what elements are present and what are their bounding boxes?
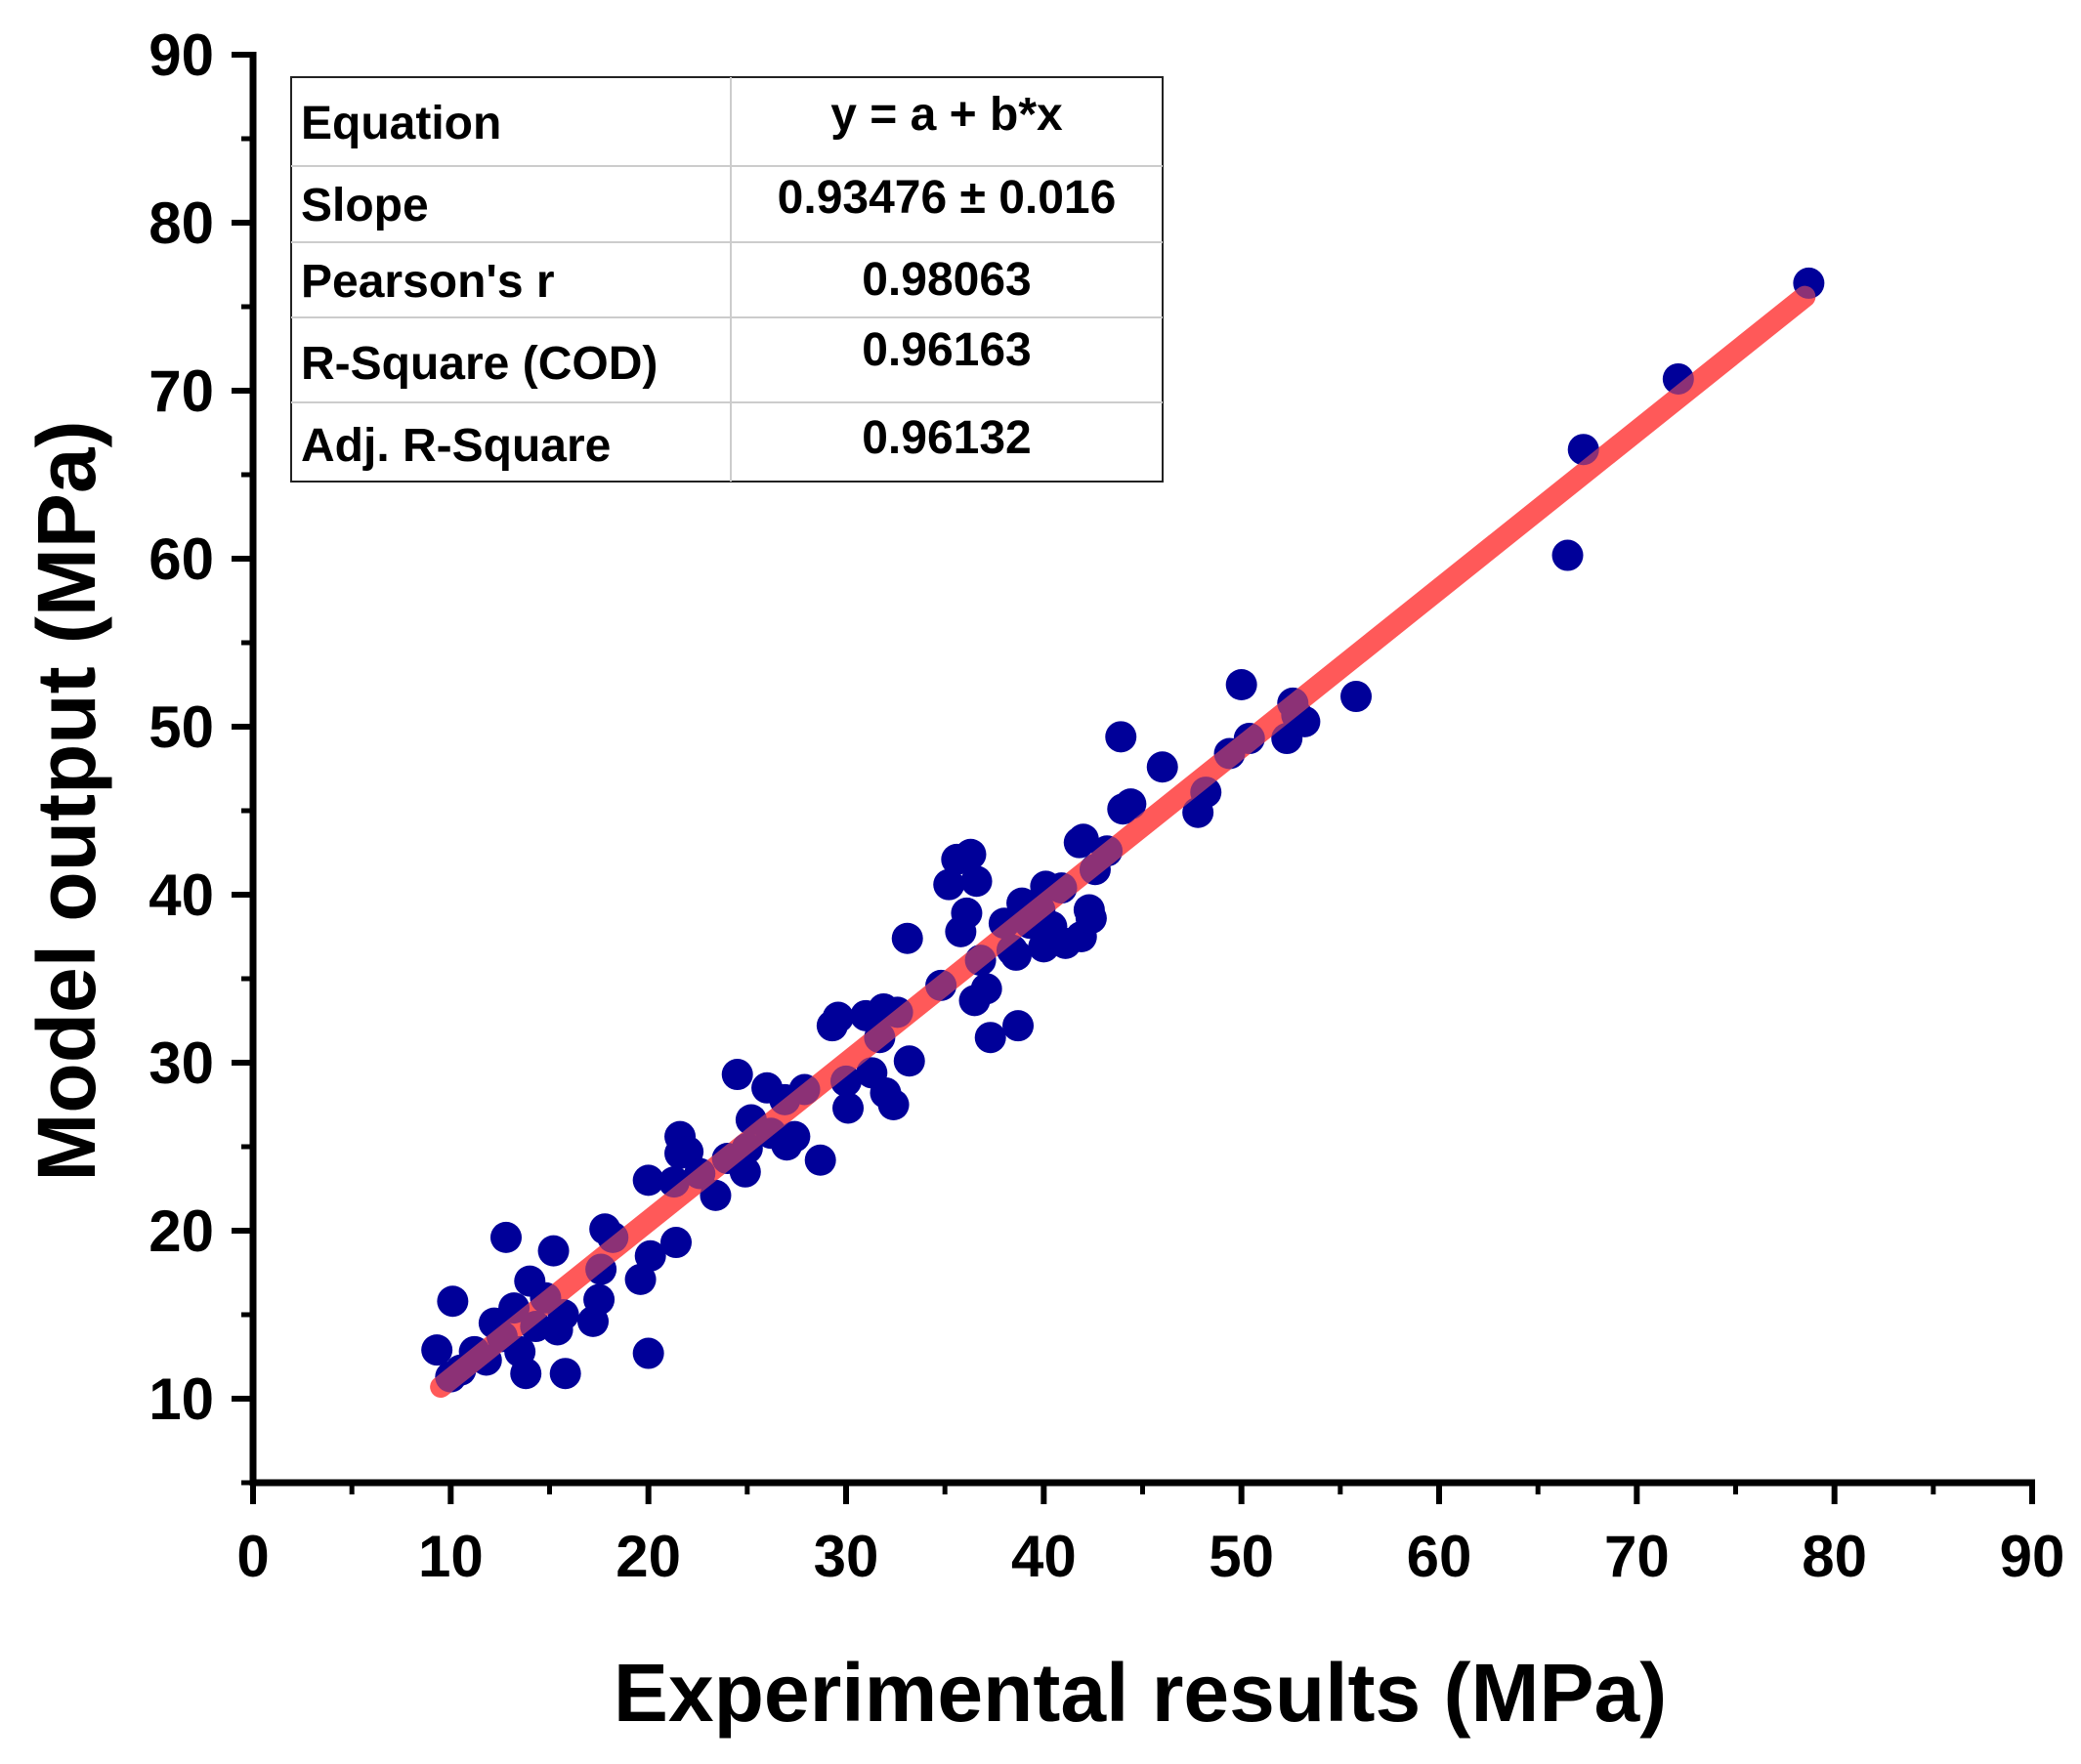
x-tick-label: 70	[1604, 1524, 1670, 1589]
data-point	[510, 1358, 542, 1390]
stats-value-slope: 0.93476 ± 0.016	[778, 172, 1117, 224]
data-point	[974, 1022, 1006, 1054]
data-point	[489, 1221, 522, 1253]
data-point	[1105, 721, 1137, 753]
x-tick-label: 20	[616, 1524, 681, 1589]
data-point	[960, 865, 993, 898]
data-point	[1115, 788, 1147, 820]
data-points	[421, 267, 1825, 1398]
y-tick-label: 60	[149, 526, 214, 592]
data-point	[1340, 681, 1373, 713]
stats-value-pearson: 0.98063	[862, 254, 1032, 306]
y-tick-label: 20	[149, 1198, 214, 1264]
stats-table: Equation y = a + b*x Slope 0.93476 ± 0.0…	[290, 76, 1164, 483]
data-point	[583, 1283, 616, 1316]
x-tick-label: 90	[2000, 1524, 2065, 1589]
data-point	[632, 1337, 664, 1369]
stats-label-pearson: Pearson's r	[301, 256, 555, 308]
data-point	[877, 1089, 910, 1120]
stats-value-equation: y = a + b*x	[830, 89, 1063, 141]
stats-value-r-square: 0.96163	[862, 324, 1032, 376]
x-tick-label: 0	[236, 1524, 269, 1589]
data-point	[421, 1334, 453, 1366]
stats-label-r-square: R-Square (COD)	[301, 338, 658, 390]
y-tick-label: 80	[149, 190, 214, 256]
y-tick-label: 10	[149, 1366, 214, 1432]
data-point	[1000, 939, 1033, 971]
y-tick-label: 90	[149, 22, 214, 88]
stats-table-border	[290, 76, 1164, 483]
x-tick-label: 10	[418, 1524, 484, 1589]
data-point	[632, 1164, 664, 1197]
x-tick-label: 60	[1407, 1524, 1472, 1589]
x-axis-title: Experimental results (MPa)	[614, 1647, 1667, 1739]
data-point	[1146, 751, 1178, 783]
x-tick-label: 40	[1011, 1524, 1077, 1589]
y-axis-title: Model output (MPa)	[21, 420, 112, 1181]
data-point	[700, 1179, 732, 1211]
data-point	[933, 868, 965, 901]
data-point	[659, 1227, 692, 1259]
data-point	[549, 1358, 581, 1390]
stats-label-slope: Slope	[301, 180, 429, 231]
data-point	[624, 1263, 657, 1295]
data-point	[537, 1235, 570, 1267]
y-tick-label: 30	[149, 1030, 214, 1096]
data-point	[804, 1144, 836, 1176]
y-tick-label: 40	[149, 862, 214, 928]
y-tick-label: 70	[149, 358, 214, 424]
data-point	[634, 1239, 666, 1272]
x-tick-label: 50	[1209, 1524, 1274, 1589]
fit-line-overlay	[430, 285, 1816, 1398]
data-point	[893, 1045, 925, 1077]
data-point	[729, 1155, 761, 1188]
data-point	[437, 1285, 469, 1318]
data-point	[1002, 1010, 1035, 1042]
stats-label-equation: Equation	[301, 98, 501, 149]
data-point	[832, 1092, 865, 1124]
x-tick-label: 80	[1802, 1524, 1867, 1589]
data-point	[951, 897, 983, 929]
x-tick-label: 30	[814, 1524, 879, 1589]
stats-value-adj-r-square: 0.96132	[862, 412, 1032, 464]
data-point	[721, 1059, 753, 1091]
data-point	[1075, 903, 1107, 935]
data-point	[891, 922, 923, 954]
data-point	[955, 838, 987, 870]
data-point	[1551, 539, 1584, 571]
data-point	[822, 1001, 854, 1033]
data-point	[970, 973, 1002, 1005]
data-point	[1225, 669, 1257, 700]
data-point	[779, 1120, 811, 1153]
stats-label-adj-r-square: Adj. R-Square	[301, 420, 611, 472]
data-point	[1067, 823, 1099, 856]
y-tick-label: 50	[149, 694, 214, 760]
axis-ticks: 0 10 20 30 40 50 60 70 80 90 10 20 30 40 50 60 70 80 90	[149, 22, 2064, 1589]
